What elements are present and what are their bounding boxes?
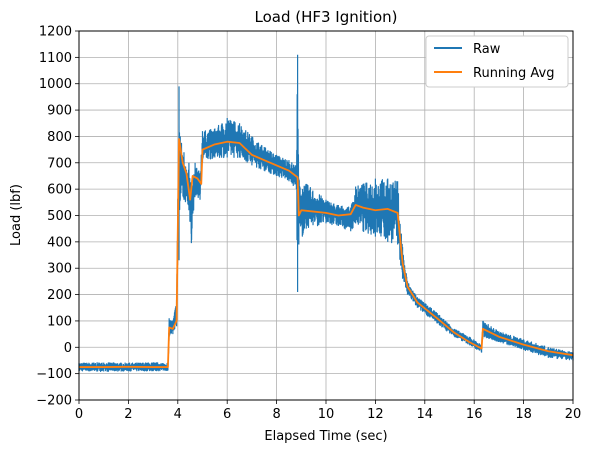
x-tick-label: 14 bbox=[417, 407, 434, 422]
y-tick-label: 200 bbox=[47, 288, 72, 303]
y-tick-label: 1000 bbox=[39, 77, 72, 92]
y-tick-label: 500 bbox=[47, 209, 72, 224]
y-tick-label: 900 bbox=[47, 104, 72, 119]
y-tick-label: 0 bbox=[64, 341, 72, 356]
y-tick-label: 700 bbox=[47, 156, 72, 171]
x-tick-label: 2 bbox=[124, 407, 132, 422]
y-tick-label: 600 bbox=[47, 183, 72, 198]
x-tick-label: 18 bbox=[515, 407, 532, 422]
y-tick-label: −100 bbox=[36, 367, 72, 382]
x-axis-label: Elapsed Time (sec) bbox=[264, 429, 387, 444]
x-tick-label: 10 bbox=[318, 407, 335, 422]
chart-title: Load (HF3 Ignition) bbox=[254, 8, 397, 26]
x-tick-label: 20 bbox=[565, 407, 582, 422]
x-tick-label: 12 bbox=[367, 407, 384, 422]
y-tick-label: 300 bbox=[47, 262, 72, 277]
x-tick-label: 6 bbox=[223, 407, 231, 422]
x-tick-label: 4 bbox=[174, 407, 182, 422]
legend-label-raw: Raw bbox=[473, 42, 501, 57]
x-tick-label: 8 bbox=[272, 407, 280, 422]
x-tick-label: 0 bbox=[75, 407, 83, 422]
y-axis-label: Load (lbf) bbox=[9, 184, 24, 246]
x-tick-label: 16 bbox=[466, 407, 483, 422]
legend: Raw Running Avg bbox=[426, 36, 568, 87]
y-tick-label: 100 bbox=[47, 314, 72, 329]
y-tick-label: −200 bbox=[36, 394, 72, 409]
y-tick-label: 1100 bbox=[39, 51, 72, 66]
y-tick-label: 1200 bbox=[39, 25, 72, 40]
legend-label-running-avg: Running Avg bbox=[473, 66, 554, 81]
y-tick-label: 800 bbox=[47, 130, 72, 145]
y-tick-label: 400 bbox=[47, 235, 72, 250]
